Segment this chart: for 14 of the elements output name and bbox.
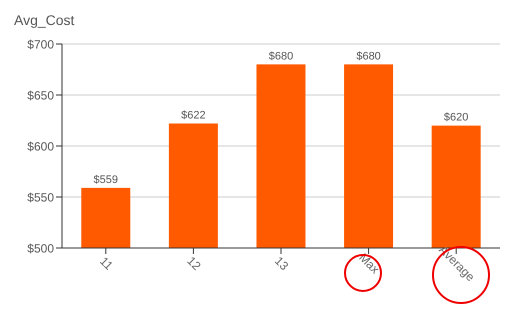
y-tick-label: $600 [27, 139, 54, 154]
x-tick-label: 13 [272, 254, 292, 274]
y-tick-label: $550 [27, 190, 54, 204]
y-tick-label: $700 [27, 37, 54, 52]
x-tick-label: 12 [184, 254, 204, 274]
data-label: $620 [444, 112, 468, 124]
x-tick-label: 11 [97, 254, 116, 273]
data-label: $559 [94, 174, 118, 186]
y-axis-title: Avg_Cost [14, 12, 74, 28]
y-tick-label: $650 [27, 88, 54, 102]
y-tick-label: $500 [27, 241, 54, 256]
data-label: $680 [356, 50, 381, 62]
data-label: $622 [181, 110, 206, 122]
data-label: $680 [268, 50, 294, 62]
